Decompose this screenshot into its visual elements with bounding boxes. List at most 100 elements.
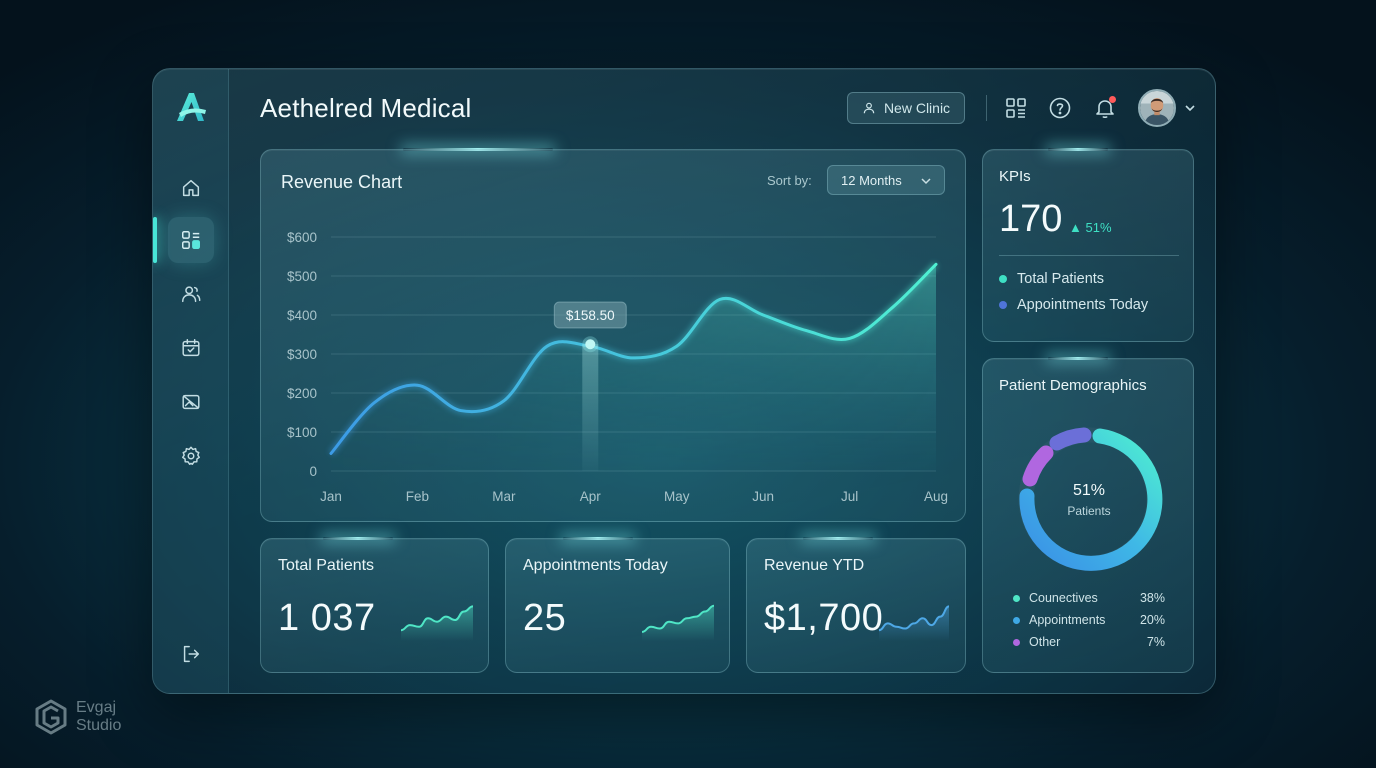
image-icon <box>182 394 200 410</box>
apps-icon[interactable] <box>1004 96 1028 120</box>
active-nav-indicator <box>153 217 157 263</box>
legend-dot <box>999 301 1007 309</box>
arrow-up-icon: ▲ <box>1069 220 1082 235</box>
help-icon[interactable] <box>1048 96 1072 120</box>
legend-dot <box>1013 594 1020 602</box>
y-tick-label: $400 <box>287 308 317 323</box>
legend-dot <box>1013 638 1020 646</box>
dashboard-icon <box>182 231 200 249</box>
x-tick-label: Jan <box>320 489 342 504</box>
sidebar-item-home[interactable] <box>168 165 214 211</box>
sidebar-item-settings[interactable] <box>168 433 214 479</box>
stat-label: Appointments Today <box>523 557 668 574</box>
kpi-divider <box>999 255 1179 256</box>
stat-value: 25 <box>523 597 567 639</box>
donut-center-label: Patients <box>1067 504 1111 518</box>
header-divider <box>986 95 987 121</box>
sparkline-area <box>642 605 714 641</box>
y-tick-label: $100 <box>287 425 317 440</box>
demographics-title: Patient Demographics <box>999 377 1147 394</box>
new-clinic-button[interactable]: New Clinic <box>847 92 965 124</box>
sparkline-area <box>401 606 473 641</box>
demographics-donut-chart <box>1018 427 1163 571</box>
sparkline-line <box>400 605 474 632</box>
card-glow <box>323 537 393 540</box>
sparkline-line <box>878 605 950 632</box>
chevron-down-icon <box>921 178 931 185</box>
legend-dot <box>1013 616 1020 624</box>
chart-title: Revenue Chart <box>281 172 403 192</box>
card-glow <box>1048 357 1108 360</box>
revenue-chart: $600 $500 $400 $300 $200 $100 0 Jan Feb Mar Apr Ma… <box>287 230 948 504</box>
card-glow <box>563 537 633 540</box>
app-window: Aethelred Medical New Clinic Revenue Cha… <box>152 68 1216 694</box>
kpi-legend-item: Total Patients <box>999 271 1104 287</box>
stat-value: 1 037 <box>278 597 376 639</box>
sort-label: Sort by: <box>767 173 812 188</box>
demographics-legend-item: Other 7% <box>1013 635 1165 649</box>
sort-value: 12 Months <box>841 172 902 188</box>
x-tick-label: Jul <box>841 489 858 504</box>
legend-dot <box>999 275 1007 283</box>
legend-value: 7% <box>1146 635 1165 649</box>
new-clinic-label: New Clinic <box>883 100 951 116</box>
kpi-legend-label: Total Patients <box>1017 271 1105 287</box>
demographics-legend-item: Counectives 38% <box>1013 591 1165 605</box>
sidebar-item-calendar[interactable] <box>168 325 214 371</box>
legend-label: Appointments <box>1029 613 1106 627</box>
sidebar-item-dashboard[interactable] <box>168 217 214 263</box>
donut-segment-main <box>1019 428 1163 571</box>
stat-value: $1,700 <box>764 597 884 639</box>
bell-icon[interactable] <box>1093 96 1117 120</box>
stat-card-revenue-ytd: Revenue YTD $1,700 <box>746 538 966 673</box>
card-glow <box>803 537 873 540</box>
card-glow <box>403 148 553 151</box>
x-tick-label: Jun <box>752 489 774 504</box>
donut-segment-secondary <box>1049 427 1092 451</box>
home-icon <box>182 179 200 197</box>
sparkline-line <box>641 604 715 633</box>
y-tick-label: $200 <box>287 386 317 401</box>
highlight-point <box>585 339 596 350</box>
chart-tooltip-text: $158.50 <box>566 308 615 323</box>
sparkline <box>878 605 950 641</box>
brand-watermark: Evgaj Studio <box>34 698 121 736</box>
stat-card-appointments-today: Appointments Today 25 <box>505 538 730 673</box>
stat-label: Revenue YTD <box>764 557 865 574</box>
kpi-title: KPIs <box>999 168 1031 185</box>
logout-button[interactable] <box>168 631 214 677</box>
chart-tooltip <box>553 301 627 329</box>
x-tick-label: Feb <box>406 489 429 504</box>
chevron-down-icon[interactable] <box>1184 103 1196 113</box>
stat-card-total-patients: Total Patients 1 037 <box>260 538 489 673</box>
demographics-legend-item: Appointments 20% <box>1013 613 1165 627</box>
brand-line-2: Studio <box>76 717 122 734</box>
avatar-image <box>1140 91 1174 125</box>
kpi-delta-value: 51% <box>1085 220 1112 235</box>
legend-value: 20% <box>1139 613 1165 627</box>
legend-label: Other <box>1029 635 1061 649</box>
calendar-icon <box>182 339 200 357</box>
kpi-delta: ▲ 51% <box>1069 220 1112 235</box>
kpi-card: KPIs 170 ▲ 51% Total Patients Appointmen… <box>982 149 1194 342</box>
sidebar-item-users[interactable] <box>168 271 214 317</box>
avatar[interactable] <box>1138 89 1176 127</box>
y-tick-label: $600 <box>287 230 317 245</box>
kpi-legend-item: Appointments Today <box>999 297 1148 313</box>
patient-demographics-card: Patient Demographics 51% Patients Counec… <box>982 358 1194 673</box>
sparkline <box>400 605 474 641</box>
sparkline <box>641 604 715 641</box>
stat-label: Total Patients <box>278 557 375 574</box>
revenue-area <box>331 264 936 471</box>
logout-icon <box>183 645 200 663</box>
brand-line-1: Evgaj <box>76 699 117 716</box>
users-icon <box>182 286 201 303</box>
x-tick-label: Aug <box>924 489 948 504</box>
legend-value: 38% <box>1139 591 1165 605</box>
kpi-value: 170 <box>999 198 1063 240</box>
legend-label: Counectives <box>1029 591 1098 605</box>
user-icon <box>863 102 875 114</box>
sort-dropdown[interactable]: 12 Months <box>827 165 945 195</box>
highlight-band <box>582 344 599 471</box>
sidebar-item-images[interactable] <box>168 379 214 425</box>
